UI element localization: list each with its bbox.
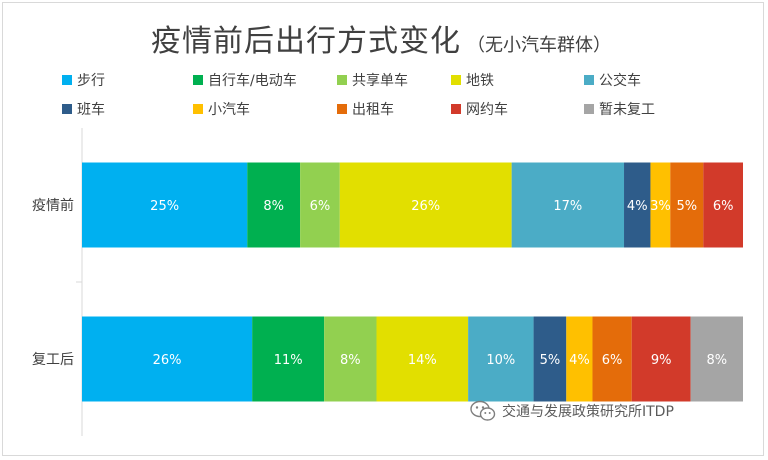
legend-item: 暂未复工 xyxy=(584,99,655,119)
legend-label: 网约车 xyxy=(466,102,508,118)
legend-swatch xyxy=(584,75,594,85)
bar-segment xyxy=(468,316,534,402)
legend-swatch xyxy=(62,75,72,85)
legend-swatch xyxy=(62,104,72,114)
legend-label: 共享单车 xyxy=(352,73,408,89)
data-label: 25% xyxy=(150,199,179,214)
legend-label: 公交车 xyxy=(599,73,641,89)
legend-item: 公交车 xyxy=(584,70,641,90)
legend-swatch xyxy=(337,75,347,85)
legend-item: 共享单车 xyxy=(337,70,408,90)
data-label: 9% xyxy=(651,353,672,368)
legend-item: 出租车 xyxy=(337,99,394,119)
data-label: 26% xyxy=(153,353,182,368)
bar-segment xyxy=(533,316,567,402)
bar-segment xyxy=(566,316,593,402)
chart-legend: 步行 自行车/电动车 共享单车 地铁 公交车班车 小汽车 出租车 网约车 暂未复工 xyxy=(0,0,762,130)
watermark: 交通与发展政策研究所ITDP xyxy=(470,400,674,422)
bar-segment xyxy=(592,316,632,402)
watermark-text: 交通与发展政策研究所ITDP xyxy=(502,404,674,420)
legend-item: 自行车/电动车 xyxy=(193,70,297,90)
legend-item: 班车 xyxy=(62,99,105,119)
legend-item: 步行 xyxy=(62,70,105,90)
legend-swatch xyxy=(193,75,203,85)
legend-swatch xyxy=(451,104,461,114)
data-label: 26% xyxy=(411,199,440,214)
category-label: 疫情前 xyxy=(32,197,74,214)
data-label: 5% xyxy=(677,199,698,214)
bar-segment xyxy=(252,316,325,402)
bar-segment xyxy=(670,162,704,248)
bar-segment xyxy=(82,316,253,402)
chart-frame xyxy=(2,2,764,456)
bar-segment xyxy=(703,162,743,248)
legend-label: 自行车/电动车 xyxy=(208,73,297,89)
legend-item: 网约车 xyxy=(451,99,508,119)
data-label: 4% xyxy=(569,353,590,368)
bar-segment xyxy=(247,162,301,248)
bar-segment xyxy=(631,316,691,402)
data-label: 10% xyxy=(486,353,515,368)
data-label: 6% xyxy=(310,199,331,214)
legend-swatch xyxy=(193,104,203,114)
bar-segment xyxy=(690,316,743,402)
data-label: 4% xyxy=(627,199,648,214)
bar-segment xyxy=(82,162,248,248)
chart-title: 疫情前后出行方式变化 xyxy=(151,24,461,59)
data-label: 6% xyxy=(602,353,623,368)
legend-item: 小汽车 xyxy=(193,99,250,119)
legend-swatch xyxy=(451,75,461,85)
legend-label: 地铁 xyxy=(466,73,494,89)
legend-label: 步行 xyxy=(77,73,105,89)
legend-label: 暂未复工 xyxy=(599,102,655,118)
data-label: 8% xyxy=(263,199,284,214)
bar-segment xyxy=(324,316,377,402)
legend-label: 班车 xyxy=(77,102,105,118)
legend-label: 出租车 xyxy=(352,102,394,118)
wechat-icon xyxy=(470,400,496,421)
data-label: 6% xyxy=(713,199,734,214)
legend-swatch xyxy=(584,104,594,114)
data-label: 5% xyxy=(540,353,561,368)
data-label: 8% xyxy=(707,353,728,368)
data-label: 3% xyxy=(650,199,671,214)
chart-title-block: 疫情前后出行方式变化 （无小汽车群体） xyxy=(0,16,762,60)
bar-segment xyxy=(339,162,512,248)
bar-segment xyxy=(300,162,340,248)
bar-segment xyxy=(376,316,469,402)
bar-segment xyxy=(650,162,671,248)
data-label: 14% xyxy=(408,353,437,368)
chart-subtitle: （无小汽车群体） xyxy=(467,35,611,56)
legend-label: 小汽车 xyxy=(208,102,250,118)
data-label: 11% xyxy=(274,353,303,368)
data-label: 17% xyxy=(553,199,582,214)
bar-segment xyxy=(511,162,625,248)
bar-segment xyxy=(624,162,651,248)
data-label: 8% xyxy=(340,353,361,368)
legend-swatch xyxy=(337,104,347,114)
category-label: 复工后 xyxy=(32,351,74,368)
legend-item: 地铁 xyxy=(451,70,494,90)
